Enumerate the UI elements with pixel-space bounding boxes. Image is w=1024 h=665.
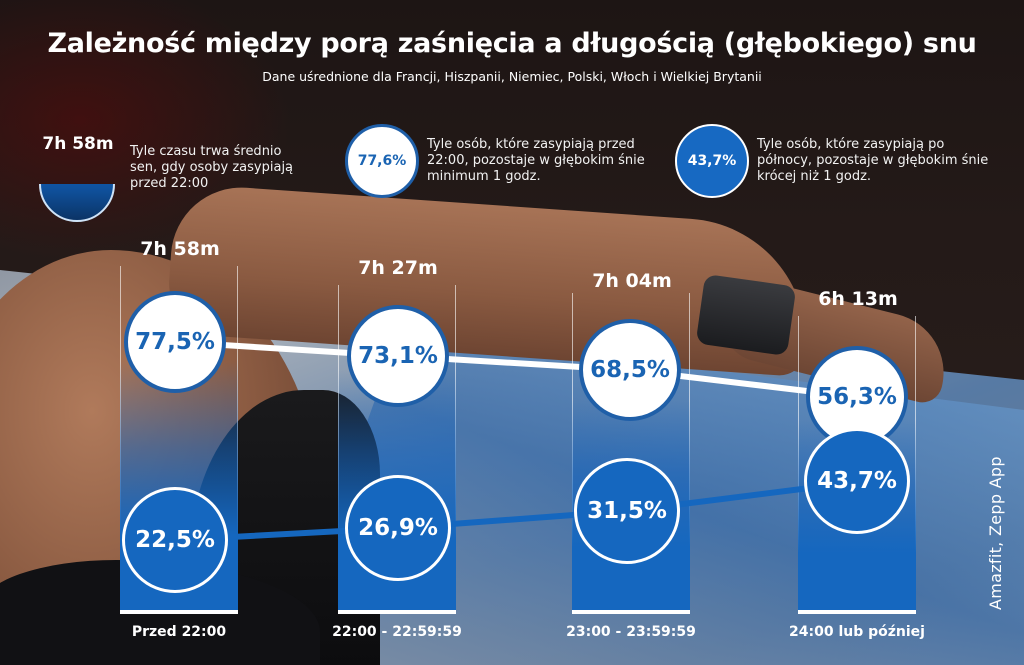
value-bubble-deep-long: 73,1%	[347, 305, 449, 407]
legend-description: Tyle osób, które zasypiają przed 22:00, …	[427, 137, 645, 184]
value-bubble-deep-long: 68,5%	[579, 319, 681, 421]
duration-label: 6h 13m	[818, 288, 898, 310]
blue-trend-line	[174, 479, 858, 543]
legend-item-avg-duration: 7h 58m Tyle czasu trwa średnio sen, gdy …	[38, 132, 300, 222]
duration-label: 7h 58m	[140, 238, 220, 260]
white-circle-icon: 77,6%	[345, 124, 419, 198]
legend-description: Tyle osób, które zasypiają po północy, p…	[757, 137, 989, 184]
category-label: 24:00 lub później	[789, 624, 925, 640]
white-trend-line	[174, 339, 858, 400]
legend-item-deep-sleep-short: 43,7% Tyle osób, które zasypiają po półn…	[675, 124, 997, 198]
category-label: 22:00 - 22:59:59	[332, 624, 462, 640]
blue-circle-icon: 43,7%	[675, 124, 749, 198]
legend-value: 7h 58m	[42, 134, 114, 154]
value-bubble-deep-short: 43,7%	[804, 428, 910, 534]
value-bubble-deep-short: 22,5%	[122, 487, 228, 593]
duration-label: 7h 27m	[358, 257, 438, 279]
value-bubble-deep-long: 77,5%	[124, 291, 226, 393]
chart-subtitle: Dane uśrednione dla Francji, Hiszpanii, …	[262, 69, 762, 84]
legend-description: Tyle czasu trwa średnio sen, gdy osoby z…	[130, 144, 294, 191]
value-bubble-deep-short: 26,9%	[345, 475, 451, 581]
half-circle-icon: 7h 58m	[38, 132, 116, 222]
chart-title: Zależność między porą zaśnięcia a długoś…	[47, 28, 977, 59]
legend-item-deep-sleep-long: 77,6% Tyle osób, które zasypiają przed 2…	[345, 124, 667, 198]
category-label: 23:00 - 23:59:59	[566, 624, 696, 640]
value-bubble-deep-short: 31,5%	[574, 458, 680, 564]
duration-label: 7h 04m	[592, 270, 672, 292]
category-label: Przed 22:00	[131, 624, 227, 640]
